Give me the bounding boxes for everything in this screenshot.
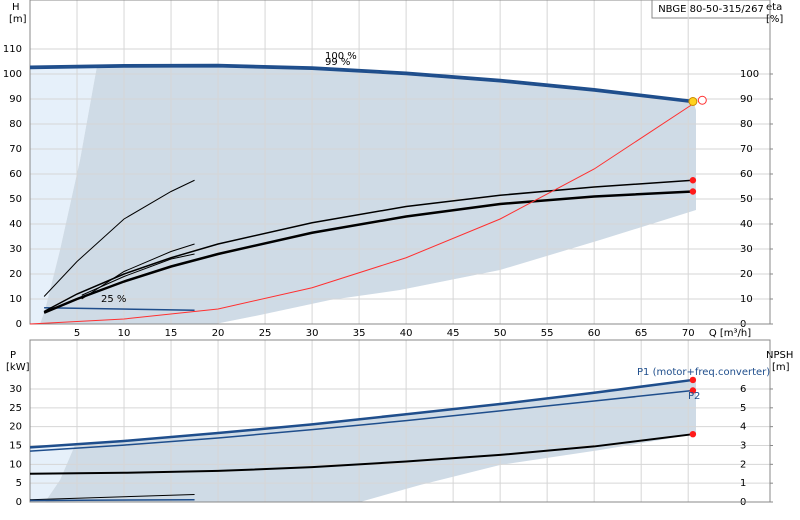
x-tick-label: 55 — [541, 328, 554, 339]
x-tick-label: 5 — [74, 328, 80, 339]
operating-point — [688, 97, 698, 106]
end-marker — [689, 387, 697, 394]
curve — [29, 498, 195, 502]
left-region — [30, 66, 97, 324]
y-axis-label: H — [12, 2, 20, 13]
curve — [29, 63, 694, 102]
end-marker — [689, 430, 697, 438]
x-tick-label: 60 — [588, 328, 601, 339]
y-tick-label: 30 — [9, 244, 22, 255]
y2-tick-label: 100 — [740, 69, 759, 80]
curve — [29, 433, 694, 475]
y2-axis-label: eta — [766, 2, 782, 13]
curve — [29, 103, 694, 325]
y2-axis-unit: [%] — [766, 14, 783, 25]
curve — [29, 65, 694, 104]
end-marker — [689, 376, 697, 384]
x-tick-label: 35 — [353, 328, 366, 339]
x-tick-label: 70 — [682, 328, 695, 339]
curve — [29, 493, 195, 501]
curve — [43, 179, 195, 297]
y-tick-label: 20 — [9, 422, 22, 433]
series-label: P2 — [688, 391, 700, 402]
y-tick-label: 30 — [9, 384, 22, 395]
x-tick-label: 30 — [306, 328, 319, 339]
series-label: 100 % — [325, 51, 357, 62]
y-tick-label: 60 — [9, 169, 22, 180]
end-marker — [689, 188, 697, 195]
operating-region — [45, 380, 696, 502]
y2-tick-label: 2 — [740, 459, 746, 470]
y-tick-label: 50 — [9, 194, 22, 205]
curve — [81, 243, 195, 300]
y-tick-label: 20 — [9, 269, 22, 280]
y2-tick-label: 10 — [740, 294, 753, 305]
operating-point — [697, 95, 707, 105]
y-tick-label: 40 — [9, 219, 22, 230]
curve — [29, 378, 694, 449]
y-tick-label: 100 — [3, 69, 22, 80]
y2-tick-label: 3 — [740, 440, 746, 451]
y2-tick-label: 80 — [740, 119, 753, 130]
curve — [81, 253, 195, 296]
chart-title: NBGE 80-50-315/267 — [658, 4, 764, 15]
curve — [44, 307, 195, 311]
y-tick-label: 110 — [3, 44, 22, 55]
y-tick-label: 80 — [9, 119, 22, 130]
y2-tick-label: 40 — [740, 219, 753, 230]
y2-tick-label: 5 — [740, 403, 746, 414]
y-axis-unit: [m] — [9, 14, 27, 25]
y2-tick-label: 6 — [740, 384, 746, 395]
x-tick-label: 10 — [118, 328, 131, 339]
y-tick-label: 90 — [9, 94, 22, 105]
curve — [29, 389, 693, 452]
series-label: 99 % — [325, 57, 350, 68]
y2-axis-unit: [m] — [772, 362, 790, 373]
curve — [43, 179, 693, 313]
y-axis-unit: [kW] — [6, 362, 30, 373]
x-tick-label: 25 — [259, 328, 272, 339]
y2-tick-label: 1 — [740, 478, 746, 489]
y2-tick-label: 4 — [740, 422, 746, 433]
y-tick-label: 10 — [9, 294, 22, 305]
y2-tick-label: 70 — [740, 144, 753, 155]
x-tick-label: 20 — [212, 328, 225, 339]
x-tick-label: 50 — [494, 328, 507, 339]
y-axis-label: P — [10, 350, 16, 361]
x-tick-label: 65 — [635, 328, 648, 339]
y-tick-label: 10 — [9, 459, 22, 470]
y2-tick-label: 30 — [740, 244, 753, 255]
y-tick-label: 0 — [16, 497, 22, 508]
x-tick-label: 45 — [447, 328, 460, 339]
x-tick-label: 40 — [400, 328, 413, 339]
x-tick-label: 15 — [165, 328, 178, 339]
y2-axis-label: NPSH — [766, 350, 793, 361]
y2-tick-label: 60 — [740, 169, 753, 180]
plot-frame — [29, 339, 771, 503]
plot-frame — [29, 0, 771, 325]
operating-region — [40, 66, 696, 324]
y-tick-label: 25 — [9, 403, 22, 414]
end-marker — [689, 177, 697, 184]
y2-tick-label: 50 — [740, 194, 753, 205]
y-tick-label: 70 — [9, 144, 22, 155]
curve — [43, 190, 693, 314]
series-label: P1 (motor+freq.converter) — [637, 367, 770, 378]
series-label: 25 % — [101, 294, 126, 305]
y-tick-label: 0 — [16, 319, 22, 330]
y-tick-label: 15 — [9, 440, 22, 451]
y2-tick-label: 20 — [740, 269, 753, 280]
x-axis-label: Q [m³/h] — [709, 328, 751, 339]
y2-tick-label: 90 — [740, 94, 753, 105]
y-tick-label: 5 — [16, 478, 22, 489]
